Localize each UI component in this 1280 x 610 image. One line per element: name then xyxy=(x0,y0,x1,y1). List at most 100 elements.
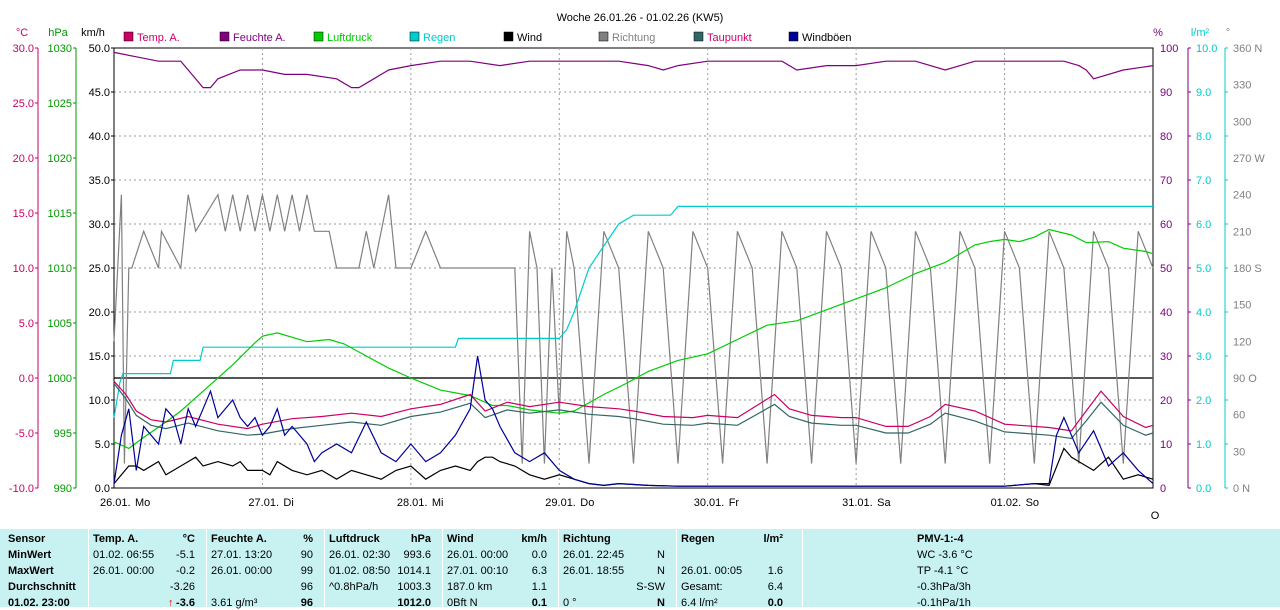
tick-label-rain: 7.0 xyxy=(1196,175,1211,187)
legend-swatch xyxy=(123,31,134,42)
stats-cell: 1014.1 xyxy=(397,565,431,577)
stats-cell: 1003.3 xyxy=(397,581,431,593)
series-line-regen xyxy=(113,205,1153,418)
tick-label-hum: 90 xyxy=(1160,87,1172,99)
tick-label-wind: 40.0 xyxy=(89,131,110,143)
stats-cell: 0Bft N xyxy=(447,597,478,609)
legend-swatch xyxy=(313,31,324,42)
stats-cell: -5.1 xyxy=(176,549,195,561)
stats-cell: 27.01. 13:20 xyxy=(211,549,273,561)
x-tick-date: 29.01. xyxy=(545,497,576,509)
x-tick-date: 01.02. xyxy=(991,497,1022,509)
stats-cell: % xyxy=(303,533,313,545)
stats-cell: 0 ° xyxy=(563,597,577,609)
stats-cell: -0.1hPa/1h xyxy=(917,597,971,609)
stats-cell: 187.0 km xyxy=(447,581,493,593)
stats-cell: 01.02. 23:00 xyxy=(8,597,70,609)
stats-cell: Feuchte A. xyxy=(211,533,267,545)
stats-cell: Temp. A. xyxy=(93,533,139,545)
stats-cell: 96 xyxy=(300,581,313,593)
tick-label-wind: 30.0 xyxy=(89,219,110,231)
stats-cell: 26.01. 00:00 xyxy=(211,565,273,577)
stats-cell: N xyxy=(657,565,665,577)
tick-label-temp: 30.0 xyxy=(13,43,34,55)
stats-cell: Regen xyxy=(681,533,715,545)
axis-unit-temp: °C xyxy=(16,27,28,39)
stats-cell: MaxWert xyxy=(8,565,54,577)
stats-cell: 96 xyxy=(300,597,313,609)
tick-label-press: 1000 xyxy=(48,373,72,385)
tick-label-press: 1025 xyxy=(48,98,72,110)
tick-label-temp: 5.0 xyxy=(19,318,34,330)
tick-label-hum: 50 xyxy=(1160,263,1172,275)
stats-cell: 993.6 xyxy=(403,549,431,561)
tick-label-wind: 20.0 xyxy=(89,307,110,319)
stats-cell: 0.0 xyxy=(531,549,547,561)
stats-cell: -0.2 xyxy=(176,565,195,577)
legend-label: Richtung xyxy=(612,32,655,44)
stats-column: Richtung 26.01. 22:45 N 26.01. 18:55 N S-SW 0 … xyxy=(558,529,671,609)
stats-cell: Richtung xyxy=(563,533,611,545)
stats-cell: -3.26 xyxy=(169,581,195,593)
stats-cell: 1.6 xyxy=(767,565,783,577)
stats-table: Sensor MinWert MaxWert Durchschnitt 01.02. 2… xyxy=(0,529,1280,609)
legend-label: Windböen xyxy=(802,32,852,44)
stats-cell: 26.01. 02:30 xyxy=(329,549,391,561)
chart-title: Woche 26.01.26 - 01.02.26 (KW5) xyxy=(557,12,724,24)
stats-cell: -0.3hPa/3h xyxy=(917,581,971,593)
tick-label-hum: 80 xyxy=(1160,131,1172,143)
stats-cell: WC -3.6 °C xyxy=(917,549,973,561)
stats-cell: °C xyxy=(182,533,195,545)
stats-column: PMV-1:-4 WC -3.6 °C TP -4.1 °C -0.3hPa/3h -0… xyxy=(802,529,1063,609)
tick-label-wind: 25.0 xyxy=(89,263,110,275)
stats-cell: 26.01. 22:45 xyxy=(563,549,625,561)
stats-column: Regen l/m² 26.01. 00:05 1.6 Gesamt: 6.4 6.4 l/… xyxy=(676,529,789,609)
stats-cell: 3.61 g/m³ xyxy=(211,597,258,609)
tick-label-dir: 210 xyxy=(1233,226,1251,238)
tick-label-temp: 10.0 xyxy=(13,263,34,275)
stats-cell: MinWert xyxy=(8,549,52,561)
stats-column: Luftdruck hPa 26.01. 02:30 993.6 01.02. 08:5… xyxy=(324,529,437,609)
stats-cell: Wind xyxy=(447,533,474,545)
x-tick-day: Mi xyxy=(432,497,444,509)
tick-label-press: 1020 xyxy=(48,153,72,165)
tick-label-press: 1030 xyxy=(48,43,72,55)
stats-cell: TP -4.1 °C xyxy=(917,565,969,577)
tick-label-temp: -5.0 xyxy=(15,428,34,440)
tick-label-hum: 10 xyxy=(1160,439,1172,451)
x-tick-date: 30.01. xyxy=(694,497,725,509)
legend-swatch xyxy=(598,31,609,42)
tick-label-temp: 20.0 xyxy=(13,153,34,165)
tick-label-press: 990 xyxy=(54,483,72,495)
legend-label: Temp. A. xyxy=(137,32,180,44)
stats-cell: ^0.8hPa/h xyxy=(329,581,379,593)
tick-label-hum: 40 xyxy=(1160,307,1172,319)
stats-cell: -3.6 xyxy=(176,597,195,609)
stats-cell: hPa xyxy=(410,533,431,545)
trend-up-icon: ↑ xyxy=(168,597,174,609)
stats-cell: 0.1 xyxy=(531,597,547,609)
stats-cell: Luftdruck xyxy=(329,533,380,545)
tick-label-press: 1015 xyxy=(48,208,72,220)
axis-unit-hum: % xyxy=(1153,27,1163,39)
tick-label-wind: 45.0 xyxy=(89,87,110,99)
chart-svg: Woche 26.01.26 - 01.02.26 (KW5) °C 30.0 25.… xyxy=(9,12,1265,522)
tick-label-dir: 270 W xyxy=(1233,153,1265,165)
tick-label-hum: 60 xyxy=(1160,219,1172,231)
tick-label-temp: -10.0 xyxy=(9,483,34,495)
tick-label-wind: 5.0 xyxy=(95,439,110,451)
legend-swatch xyxy=(409,31,420,42)
series-line-temp-a- xyxy=(113,380,1154,432)
legend-label: Taupunkt xyxy=(707,32,752,44)
tick-label-dir: 300 xyxy=(1233,116,1251,128)
tick-label-dir: 330 xyxy=(1233,80,1251,92)
axis-unit-press: hPa xyxy=(48,27,68,39)
tick-label-dir: 60 xyxy=(1233,410,1245,422)
tick-label-rain: 10.0 xyxy=(1196,43,1217,55)
stats-column: Wind km/h 26.01. 00:00 0.0 27.01. 00:10 6.3 18… xyxy=(442,529,553,609)
x-tick-date: 26.01. xyxy=(100,497,131,509)
x-tick-day: Di xyxy=(283,497,293,509)
stats-cell: 6.4 l/m² xyxy=(681,597,718,609)
stats-cell: Sensor xyxy=(8,533,46,545)
tick-label-dir: 30 xyxy=(1233,446,1245,458)
